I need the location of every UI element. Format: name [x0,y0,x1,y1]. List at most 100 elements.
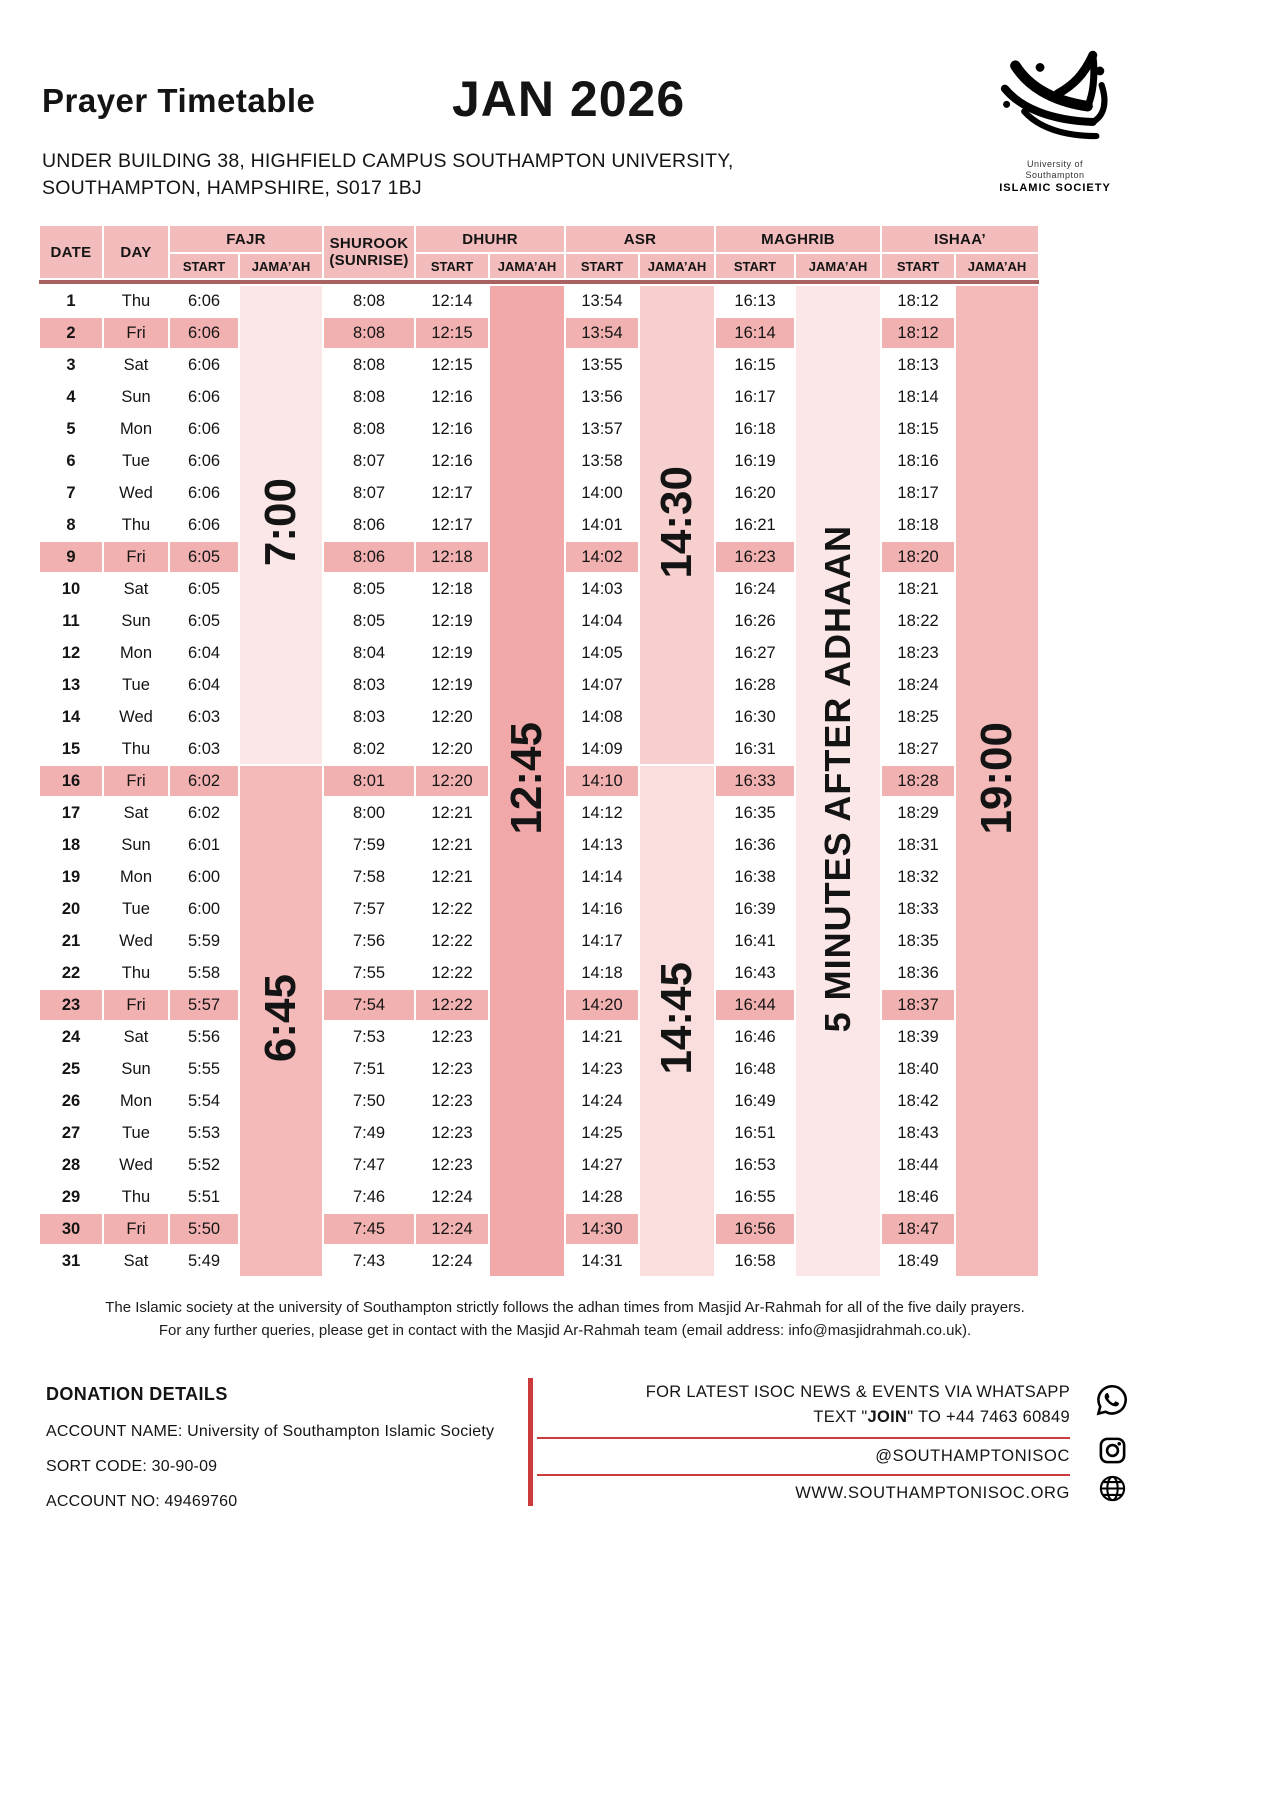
fajr-jamaah-block-1: 7:00 [237,284,325,766]
maghrib-start-cell: 16:35 [714,796,797,830]
ishaa-start-cell: 18:33 [880,892,957,926]
maghrib-start-cell: 16:20 [714,476,797,510]
maghrib-start-cell: 16:23 [714,540,797,574]
isoc-logo: University of Southampton ISLAMIC SOCIET… [975,48,1135,194]
account-number: ACCOUNT NO: 49469760 [46,1493,238,1510]
col-header-day: DAY [102,224,170,280]
ishaa-start-cell: 18:42 [880,1084,957,1118]
shurook-cell: 7:56 [322,924,417,958]
table-row: 11 Sun 6:05 8:05 12:19 14:04 16:26 18:22 [38,604,1039,638]
fajr-start-cell: 6:02 [168,796,240,830]
donation-title: DONATION DETAILS [46,1384,228,1404]
table-row: 8 Thu 6:06 8:06 12:17 14:01 16:21 18:18 [38,508,1039,542]
dhuhr-start-cell: 12:19 [414,668,491,702]
ishaa-start-cell: 18:32 [880,860,957,894]
dhuhr-start-cell: 12:21 [414,796,491,830]
shurook-cell: 8:05 [322,604,417,638]
dhuhr-start-cell: 12:19 [414,636,491,670]
day-cell: Wed [102,700,170,734]
asr-start-cell: 13:56 [564,380,641,414]
day-cell: Thu [102,956,170,990]
ishaa-start-cell: 18:29 [880,796,957,830]
fajr-start-cell: 6:03 [168,700,240,734]
fajr-start-cell: 6:03 [168,732,240,766]
asr-start-cell: 13:55 [564,348,641,382]
fajr-jamaah-block-2: 6:45 [237,764,325,1278]
table-row: 20 Tue 6:00 7:57 12:22 14:16 16:39 18:33 [38,892,1039,926]
page-title: Prayer Timetable [42,82,316,119]
asr-start-cell: 14:13 [564,828,641,862]
day-cell: Fri [102,764,170,798]
date-cell: 5 [38,412,104,446]
whatsapp-info-line2: TEXT "JOIN" TO +44 7463 60849 [813,1407,1070,1426]
date-cell: 14 [38,700,104,734]
ishaa-start-cell: 18:47 [880,1212,957,1246]
fajr-jamaah-block-1-label: 7:00 [256,478,305,567]
subheader-ishaa-jamaah: JAMA’AH [954,252,1041,280]
asr-jamaah-block-2: 14:45 [638,764,717,1278]
day-cell: Tue [102,1116,170,1150]
asr-start-cell: 14:31 [564,1244,641,1278]
maghrib-start-cell: 16:28 [714,668,797,702]
dhuhr-start-cell: 12:17 [414,508,491,542]
asr-start-cell: 14:01 [564,508,641,542]
fajr-start-cell: 6:05 [168,604,240,638]
asr-start-cell: 14:16 [564,892,641,926]
fajr-start-cell: 6:01 [168,828,240,862]
whatsapp-icon [1095,1382,1129,1418]
footnote-line-1: The Islamic society at the university of… [105,1299,1025,1316]
date-cell: 27 [38,1116,104,1150]
fajr-start-cell: 6:06 [168,444,240,478]
dhuhr-start-cell: 12:18 [414,572,491,606]
asr-start-cell: 14:18 [564,956,641,990]
ishaa-start-cell: 18:35 [880,924,957,958]
table-row: 27 Tue 5:53 7:49 12:23 14:25 16:51 18:43 [38,1116,1039,1150]
table-row: 22 Thu 5:58 7:55 12:22 14:18 16:43 18:36 [38,956,1039,990]
ishaa-start-cell: 18:49 [880,1244,957,1278]
table-row: 15 Thu 6:03 8:02 12:20 14:09 16:31 18:27 [38,732,1039,766]
maghrib-start-cell: 16:49 [714,1084,797,1118]
date-cell: 6 [38,444,104,478]
asr-start-cell: 14:07 [564,668,641,702]
maghrib-start-cell: 16:14 [714,316,797,350]
footnote: The Islamic society at the university of… [0,1296,1130,1343]
subheader-asr-start: START [564,252,641,280]
asr-start-cell: 14:02 [564,540,641,574]
shurook-cell: 8:06 [322,540,417,574]
day-cell: Fri [102,316,170,350]
maghrib-start-cell: 16:44 [714,988,797,1022]
col-header-maghrib: MAGHRIB [714,224,883,254]
shurook-cell: 8:08 [322,284,417,318]
maghrib-start-cell: 16:43 [714,956,797,990]
dhuhr-start-cell: 12:23 [414,1020,491,1054]
maghrib-start-cell: 16:30 [714,700,797,734]
dhuhr-start-cell: 12:21 [414,860,491,894]
table-row: 3 Sat 6:06 8:08 12:15 13:55 16:15 18:13 [38,348,1039,382]
logo-society-text: ISLAMIC SOCIETY [999,181,1111,194]
fajr-start-cell: 6:06 [168,380,240,414]
date-cell: 17 [38,796,104,830]
shurook-cell: 8:08 [322,412,417,446]
date-cell: 10 [38,572,104,606]
dhuhr-jamaah-block-label: 12:45 [502,722,552,835]
asr-start-cell: 14:20 [564,988,641,1022]
day-cell: Thu [102,1180,170,1214]
shurook-cell: 8:07 [322,476,417,510]
day-cell: Sat [102,1020,170,1054]
subheader-maghrib-jamaah: JAMA’AH [794,252,883,280]
day-cell: Mon [102,412,170,446]
shurook-cell: 7:54 [322,988,417,1022]
contact-icons-column [1080,1378,1135,1506]
day-cell: Mon [102,1084,170,1118]
dhuhr-start-cell: 12:23 [414,1052,491,1086]
dhuhr-start-cell: 12:22 [414,988,491,1022]
shurook-cell: 8:03 [322,700,417,734]
red-divider [537,1473,1070,1476]
shurook-cell: 8:08 [322,316,417,350]
date-cell: 8 [38,508,104,542]
ishaa-jamaah-block: 19:00 [954,284,1041,1278]
shurook-cell: 7:58 [322,860,417,894]
table-row: 19 Mon 6:00 7:58 12:21 14:14 16:38 18:32 [38,860,1039,894]
maghrib-jamaah-block-label: 5 MINUTES AFTER ADHAAN [817,524,859,1033]
asr-start-cell: 14:30 [564,1212,641,1246]
